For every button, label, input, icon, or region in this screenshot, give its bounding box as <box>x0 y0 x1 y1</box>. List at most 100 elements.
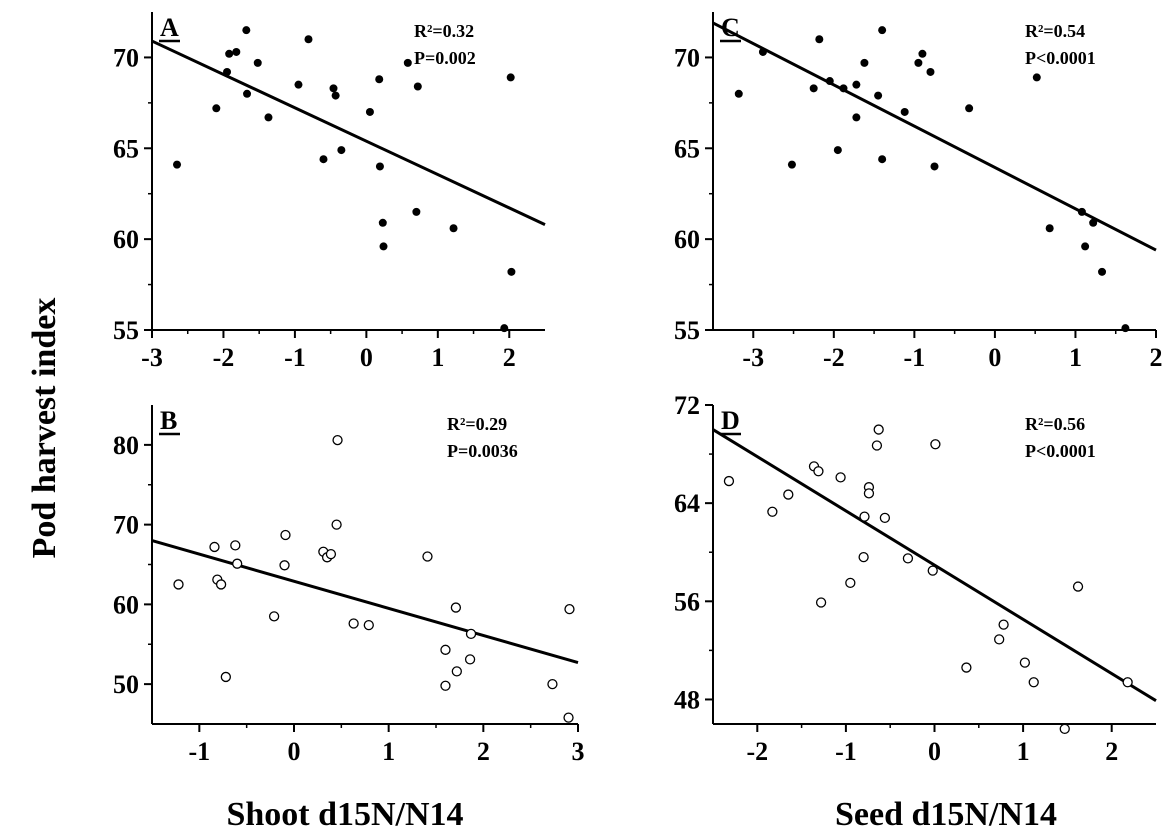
data-point <box>375 162 384 171</box>
data-point <box>1019 657 1031 668</box>
data-point <box>845 577 856 589</box>
r-squared-label: R²=0.29 <box>447 414 507 434</box>
data-point <box>758 47 767 56</box>
data-point <box>878 26 887 35</box>
y-tick-label: 55 <box>113 316 139 345</box>
data-point <box>1045 224 1054 233</box>
y-tick-label: 50 <box>113 670 139 699</box>
data-point <box>264 113 273 122</box>
data-point <box>918 49 927 58</box>
data-point <box>304 35 313 44</box>
y-tick-label: 64 <box>674 489 700 518</box>
data-point <box>268 611 280 622</box>
data-point <box>253 58 262 67</box>
data-point <box>325 548 337 560</box>
data-point <box>451 666 462 677</box>
data-point <box>242 26 251 35</box>
data-point <box>403 58 412 67</box>
y-tick-label: 70 <box>113 511 139 540</box>
data-point <box>874 91 883 100</box>
data-point <box>998 619 1009 630</box>
y-tick-label: 60 <box>674 225 700 254</box>
data-point <box>852 80 861 89</box>
r-squared-label: R²=0.56 <box>1025 414 1085 434</box>
data-point <box>860 58 869 67</box>
x-tick-label: 1 <box>1017 737 1030 766</box>
p-value-label: P=0.002 <box>414 48 476 68</box>
r-squared-label: R²=0.54 <box>1025 21 1085 41</box>
data-point <box>422 551 433 562</box>
data-point <box>220 671 231 683</box>
data-point <box>331 91 340 100</box>
data-point <box>232 47 241 56</box>
data-point <box>839 84 848 93</box>
data-point <box>863 488 875 499</box>
data-point <box>930 439 941 450</box>
data-point <box>994 634 1005 645</box>
data-point <box>815 597 827 608</box>
x-tick-label: 0 <box>928 737 941 766</box>
data-point <box>1081 242 1090 251</box>
data-point <box>173 579 184 590</box>
p-value-label: P=0.0036 <box>447 441 518 461</box>
data-point <box>280 529 291 541</box>
data-point <box>1028 677 1039 688</box>
r-squared-label: R²=0.32 <box>414 21 474 41</box>
data-point <box>564 604 575 615</box>
data-point <box>1121 324 1130 333</box>
data-point <box>243 89 252 98</box>
panel-letter: A <box>160 13 179 42</box>
data-point <box>223 67 232 76</box>
panel-b: 50 60 70 80 -1 0 1 2 3 B R²=0.29 P=0.0036 <box>113 405 585 766</box>
y-tick-label: 48 <box>674 685 700 714</box>
data-point <box>331 519 342 530</box>
data-point <box>225 49 234 58</box>
p-value-label: P<0.0001 <box>1025 48 1096 68</box>
data-point <box>900 107 909 116</box>
p-value-label: P<0.0001 <box>1025 441 1096 461</box>
data-point <box>873 424 884 435</box>
data-point <box>878 155 887 164</box>
data-point <box>440 644 451 655</box>
regression-line <box>712 428 1157 702</box>
y-tick-label: 56 <box>674 587 700 616</box>
data-point <box>440 680 451 691</box>
data-point <box>914 58 923 67</box>
x-tick-label: 0 <box>988 343 1001 372</box>
data-point <box>783 489 794 500</box>
x-tick-label: -1 <box>284 343 306 372</box>
data-point <box>337 146 346 155</box>
data-point <box>965 104 974 113</box>
x-axis-title-left: Shoot d15N/N14 <box>226 796 463 833</box>
data-point <box>294 80 303 89</box>
data-point <box>852 113 861 122</box>
y-tick-label: 60 <box>113 225 139 254</box>
x-axis-title-right: Seed d15N/N14 <box>835 796 1057 833</box>
data-point <box>173 160 182 169</box>
data-point <box>375 75 384 84</box>
data-point <box>230 540 241 551</box>
panel-c: 55 60 65 70 -3 -2 -1 0 1 2 C R²=0.54 P<0.0001 <box>674 12 1163 372</box>
data-point <box>332 434 343 446</box>
x-tick-label: 0 <box>360 343 373 372</box>
data-point <box>813 466 824 477</box>
data-point <box>363 619 374 631</box>
data-point <box>926 67 935 76</box>
panel-d: 48 56 64 72 -2 -1 0 1 2 D R²=0.56 P<0.0001 <box>674 391 1157 766</box>
data-point <box>1122 677 1133 688</box>
data-point <box>379 242 388 251</box>
data-point <box>215 579 227 590</box>
data-point <box>835 472 846 483</box>
data-point <box>319 155 328 164</box>
x-tick-label: 1 <box>431 343 444 372</box>
data-point <box>547 678 558 690</box>
data-point <box>464 654 476 665</box>
y-tick-label: 70 <box>113 43 139 72</box>
x-tick-label: -2 <box>823 343 845 372</box>
data-point <box>506 73 515 82</box>
y-tick-label: 70 <box>674 43 700 72</box>
data-point <box>961 662 972 673</box>
data-point <box>902 553 914 564</box>
data-point <box>365 107 374 116</box>
